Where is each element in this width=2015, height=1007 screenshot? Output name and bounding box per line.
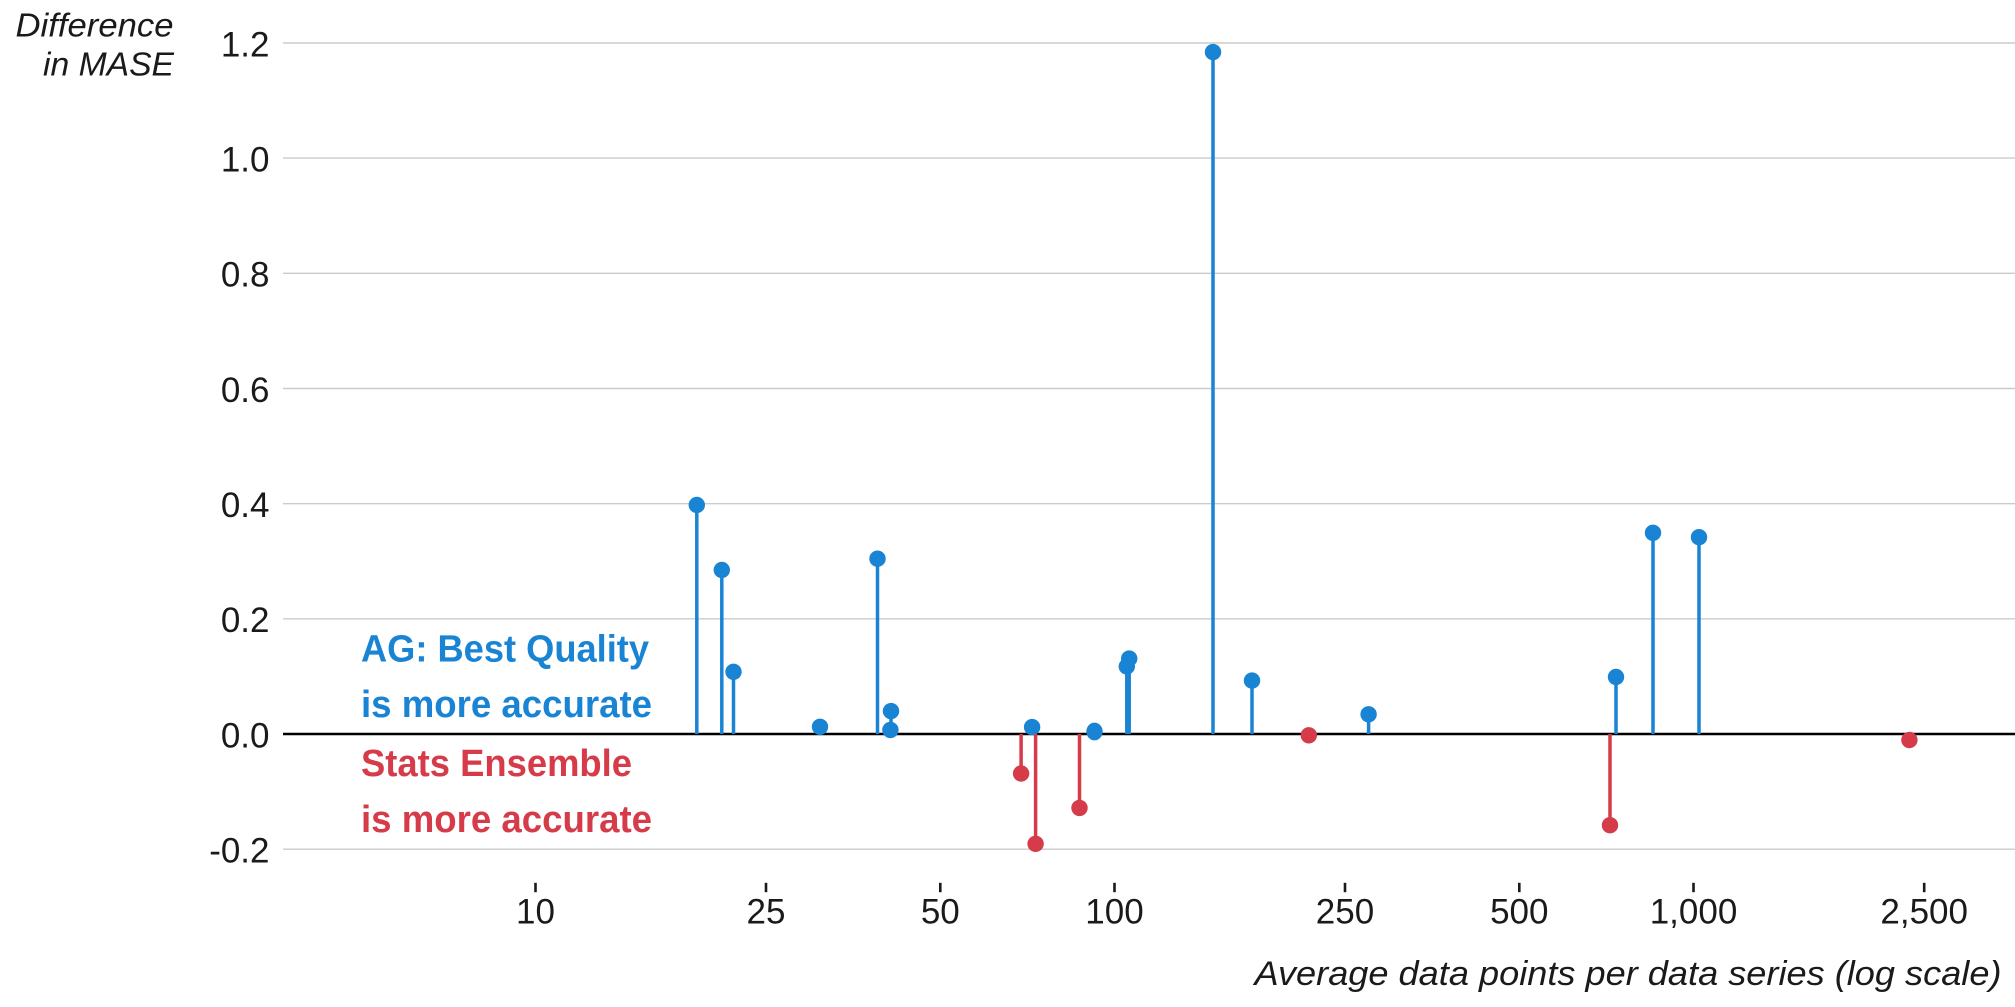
svg-text:AG: Best Quality: AG: Best Quality (361, 629, 649, 671)
svg-text:1.0: 1.0 (221, 140, 270, 179)
svg-text:0.2: 0.2 (221, 601, 270, 640)
svg-text:0.0: 0.0 (221, 716, 270, 755)
svg-text:in MASE: in MASE (43, 46, 175, 83)
svg-text:50: 50 (921, 893, 960, 932)
svg-text:0.6: 0.6 (221, 371, 270, 410)
svg-text:0.8: 0.8 (221, 256, 270, 295)
svg-text:1,000: 1,000 (1650, 893, 1738, 932)
svg-text:is more accurate: is more accurate (361, 799, 652, 841)
svg-text:2,500: 2,500 (1880, 893, 1968, 932)
svg-text:0.4: 0.4 (221, 486, 270, 525)
svg-text:Difference: Difference (16, 8, 174, 45)
svg-text:10: 10 (516, 893, 555, 932)
svg-text:250: 250 (1316, 893, 1374, 932)
svg-text:100: 100 (1085, 893, 1143, 932)
svg-text:1.2: 1.2 (221, 25, 270, 64)
svg-text:is more accurate: is more accurate (361, 684, 652, 726)
svg-text:Average data points per data s: Average data points per data series (log… (1252, 955, 2001, 993)
svg-text:500: 500 (1490, 893, 1548, 932)
svg-text:Stats Ensemble: Stats Ensemble (361, 743, 632, 785)
svg-text:25: 25 (747, 893, 786, 932)
svg-text:-0.2: -0.2 (209, 832, 269, 871)
